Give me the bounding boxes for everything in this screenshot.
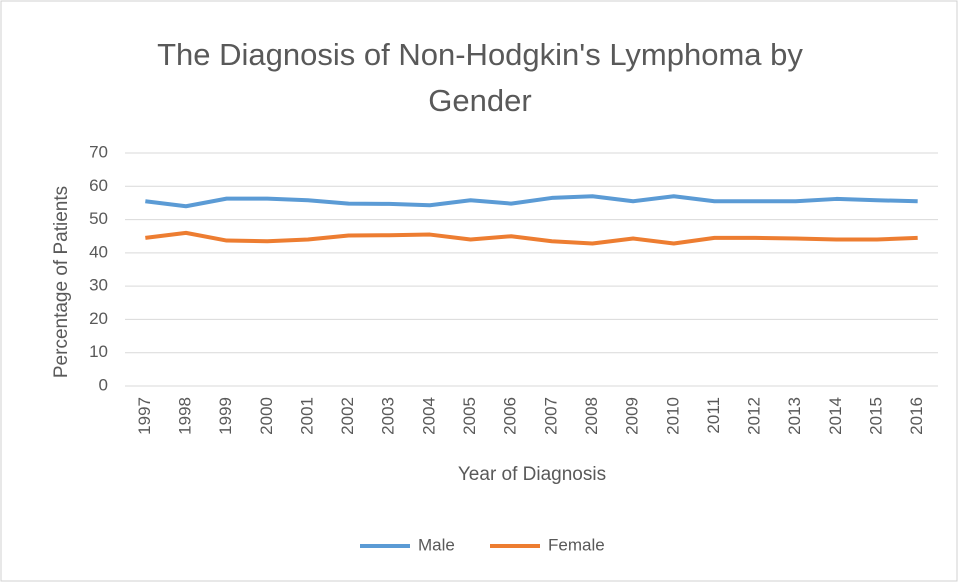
y-tick-label: 70 <box>89 142 108 161</box>
y-tick-label: 40 <box>89 242 108 261</box>
y-axis-title: Percentage of Patients <box>51 186 72 378</box>
y-tick-label: 50 <box>89 209 108 228</box>
x-tick-label: 1999 <box>216 397 235 435</box>
x-tick-label: 2001 <box>297 397 316 435</box>
chart-title: The Diagnosis of Non-Hodgkin's Lymphoma … <box>157 37 803 118</box>
x-tick-label: 2002 <box>338 397 357 435</box>
y-tick-label: 60 <box>89 176 108 195</box>
legend-label: Male <box>418 535 455 554</box>
x-tick-label: 2008 <box>582 397 601 435</box>
x-tick-label: 2009 <box>623 397 642 435</box>
x-tick-label: 1997 <box>135 397 154 435</box>
x-tick-label: 2011 <box>704 397 723 434</box>
line-series <box>145 194 918 209</box>
x-axis-title: Year of Diagnosis <box>458 464 606 485</box>
x-tick-label: 2006 <box>501 397 520 435</box>
y-tick-label: 30 <box>89 276 108 295</box>
x-tick-label: 2013 <box>785 397 804 435</box>
x-tick-label: 2007 <box>541 397 560 435</box>
x-tick-label: 2004 <box>419 397 438 435</box>
y-tick-label: 0 <box>99 375 108 394</box>
x-tick-label: 2014 <box>826 397 845 435</box>
x-tick-label: 2010 <box>663 397 682 435</box>
x-tick-label: 2015 <box>867 397 886 435</box>
x-tick-label: 2000 <box>257 397 276 435</box>
x-tick-label: 2012 <box>745 397 764 435</box>
y-tick-label: 10 <box>89 342 108 361</box>
x-tick-label: 2005 <box>460 397 479 435</box>
y-tick-label: 20 <box>89 309 108 328</box>
x-tick-label: 1998 <box>175 397 194 435</box>
x-tick-label: 2016 <box>907 397 926 435</box>
x-tick-label: 2003 <box>379 397 398 435</box>
legend-label: Female <box>548 535 605 554</box>
line-series <box>145 230 918 246</box>
